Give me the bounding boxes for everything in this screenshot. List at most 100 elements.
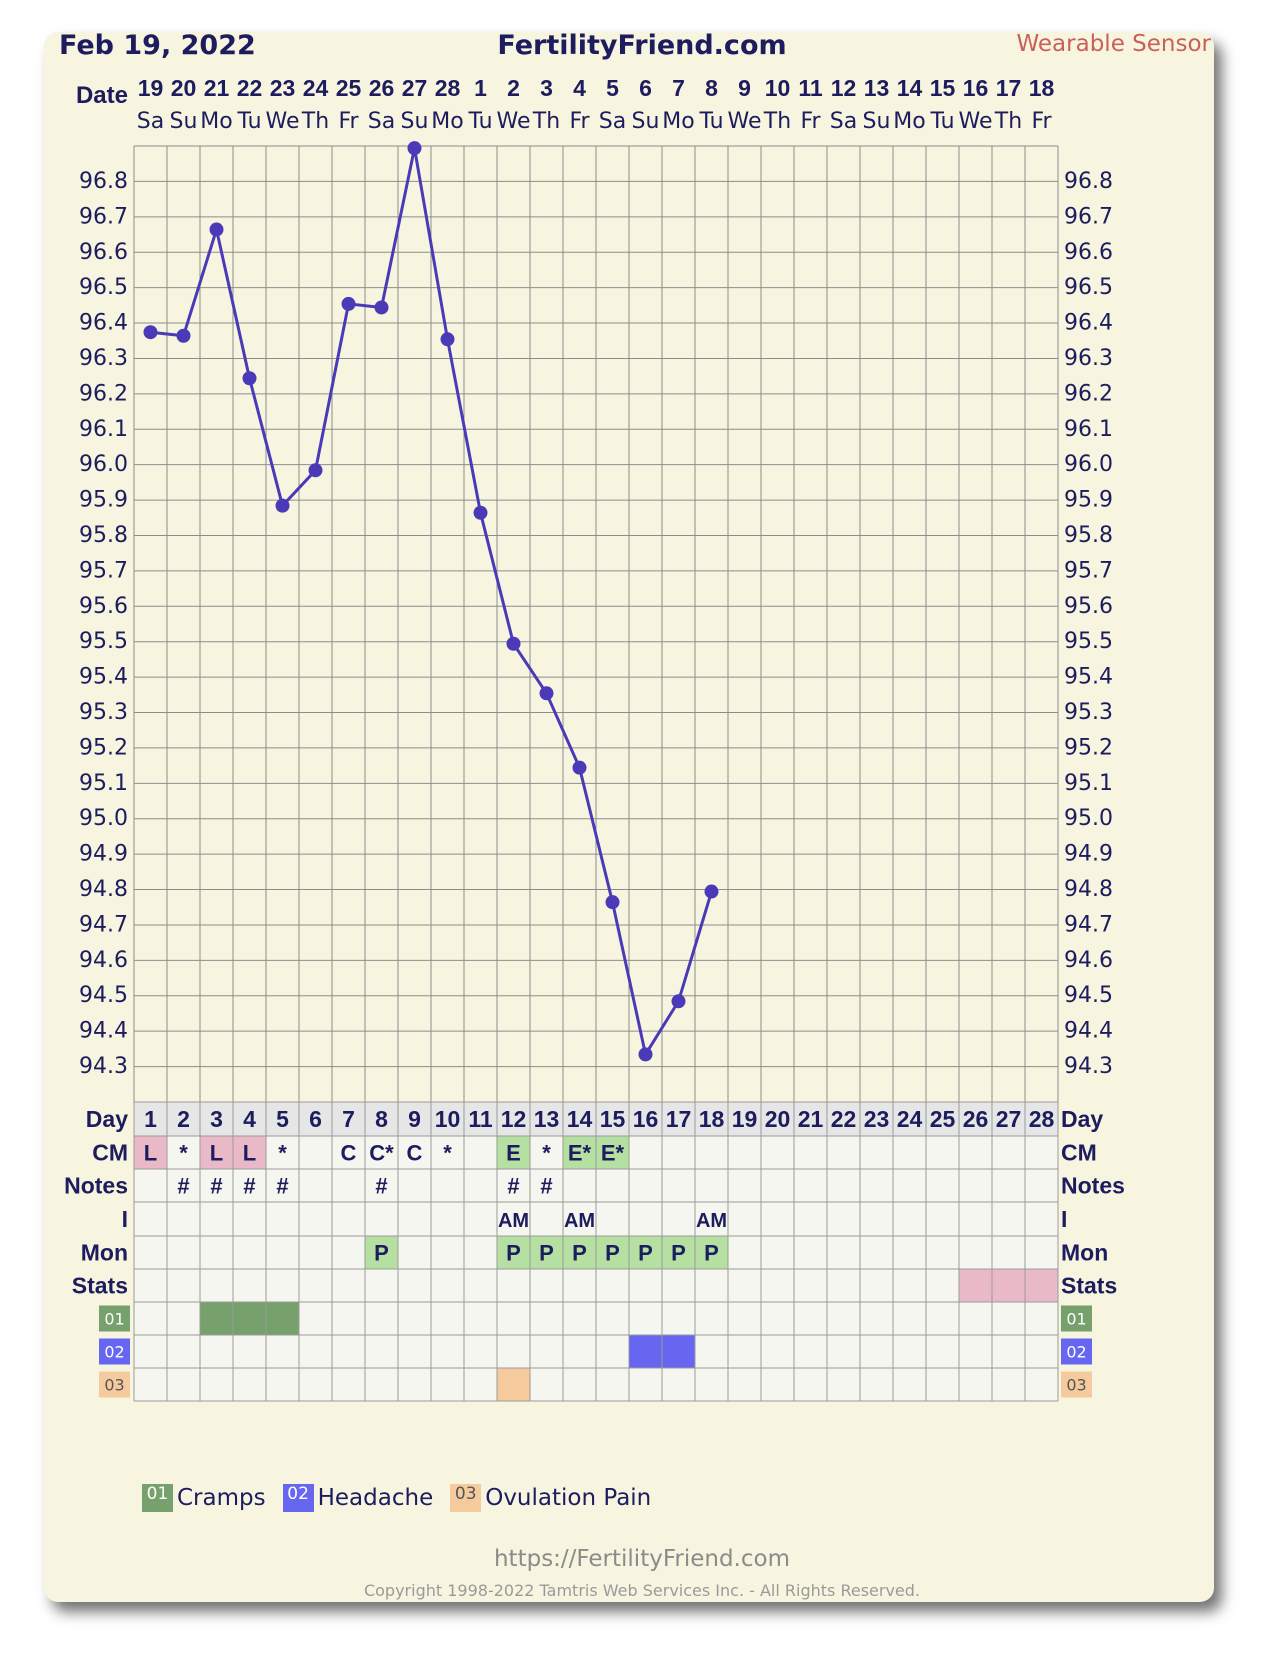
weekday-label: Su <box>863 109 891 134</box>
mon-cell-highlight <box>497 1236 530 1269</box>
symptom-code-right: 01 <box>1066 1310 1086 1329</box>
y-tick-label-right: 95.7 <box>1064 558 1113 583</box>
mon-cell-highlight <box>662 1236 695 1269</box>
y-tick-label-left: 96.0 <box>79 452 128 477</box>
temperature-point <box>374 300 389 315</box>
date-row-label: Date <box>76 82 128 109</box>
notes-marker: # <box>276 1174 288 1199</box>
cycle-day-label: 4 <box>243 1106 256 1132</box>
legend-item-ovulation-pain: 03 Ovulation Pain <box>450 1484 651 1512</box>
y-tick-label-right: 94.9 <box>1064 842 1113 867</box>
row-label-right: I <box>1061 1206 1067 1232</box>
intercourse-value: AM <box>696 1210 727 1232</box>
weekday-label: Mo <box>893 109 925 134</box>
weekday-label: Tu <box>467 109 492 134</box>
y-tick-label-left: 96.8 <box>79 169 128 194</box>
cm-value: L <box>210 1141 223 1166</box>
cycle-day-label: 5 <box>276 1106 289 1132</box>
date-label: 13 <box>864 75 890 101</box>
row-label-right: Day <box>1061 1106 1103 1132</box>
y-tick-label-left: 95.8 <box>79 523 128 548</box>
weekday-label: Tu <box>236 109 261 134</box>
stats-cell-highlight <box>992 1269 1025 1302</box>
y-tick-label-left: 95.1 <box>79 771 128 796</box>
cycle-day-label: 23 <box>864 1106 890 1132</box>
symptom-cell-02 <box>662 1335 695 1368</box>
cycle-day-label: 19 <box>732 1106 758 1132</box>
y-tick-label-right: 95.6 <box>1064 594 1113 619</box>
headache-code-badge: 02 <box>282 1484 314 1512</box>
date-label: 27 <box>402 75 428 101</box>
weekday-label: Tu <box>698 109 723 134</box>
temperature-point <box>176 328 191 343</box>
y-tick-label-left: 96.4 <box>79 311 128 336</box>
row-label-left: Day <box>86 1106 128 1132</box>
date-label: 28 <box>435 75 461 101</box>
weekday-label: Su <box>170 109 198 134</box>
cm-cell-highlight <box>233 1136 266 1169</box>
site-title[interactable]: FertilityFriend.com <box>497 30 787 61</box>
y-tick-label-right: 96.7 <box>1064 204 1113 229</box>
weekday-label: Su <box>401 109 429 134</box>
headache-label: Headache <box>317 1485 434 1511</box>
temperature-point <box>341 296 356 311</box>
date-label: 16 <box>963 75 989 101</box>
weekday-label: We <box>728 109 762 134</box>
y-tick-label-right: 94.6 <box>1064 948 1113 973</box>
date-label: 5 <box>606 75 619 101</box>
cm-cell-highlight <box>200 1136 233 1169</box>
cycle-day-label: 2 <box>177 1106 190 1132</box>
symptom-badge-right <box>1061 1371 1092 1398</box>
mon-cell-highlight <box>695 1236 728 1269</box>
mon-value: P <box>638 1241 653 1266</box>
mon-value: P <box>671 1241 686 1266</box>
weekday-label: Su <box>632 109 660 134</box>
notes-marker: # <box>375 1174 387 1199</box>
cycle-day-label: 21 <box>798 1106 824 1132</box>
cm-value: C <box>341 1141 357 1166</box>
cm-value: * <box>542 1141 551 1166</box>
symptom-code-left: 02 <box>104 1343 124 1362</box>
temperature-point <box>440 332 455 347</box>
footer-url[interactable]: https://FertilityFriend.com <box>493 1546 790 1572</box>
cycle-day-label: 16 <box>633 1106 659 1132</box>
cm-cell-highlight <box>563 1136 596 1169</box>
y-tick-label-right: 96.1 <box>1064 417 1113 442</box>
symptom-cell-01 <box>233 1302 266 1335</box>
cycle-day-label: 17 <box>666 1106 692 1132</box>
symptom-badge-right <box>1061 1338 1092 1365</box>
y-tick-label-right: 94.3 <box>1064 1054 1113 1079</box>
cm-value: C* <box>369 1141 394 1166</box>
date-label: 19 <box>138 75 164 101</box>
symptom-code-left: 01 <box>104 1310 124 1329</box>
weekday-label: Sa <box>830 109 857 134</box>
y-tick-label-right: 95.4 <box>1064 665 1113 690</box>
cycle-day-label: 14 <box>567 1106 593 1132</box>
y-tick-label-left: 95.6 <box>79 594 128 619</box>
y-tick-label-right: 95.0 <box>1064 806 1113 831</box>
y-tick-label-left: 94.3 <box>79 1054 128 1079</box>
cycle-day-label: 13 <box>534 1106 560 1132</box>
y-tick-label-left: 94.9 <box>79 842 128 867</box>
weekday-label: Fr <box>569 109 590 134</box>
weekday-label: Mo <box>662 109 694 134</box>
cycle-day-label: 20 <box>765 1106 791 1132</box>
y-tick-label-left: 96.3 <box>79 346 128 371</box>
row-label-right: Mon <box>1061 1240 1108 1266</box>
stats-cell-highlight <box>959 1269 992 1302</box>
y-tick-label-right: 96.6 <box>1064 240 1113 265</box>
date-label: 10 <box>765 75 791 101</box>
mon-cell-highlight <box>365 1236 398 1269</box>
y-tick-label-right: 94.4 <box>1064 1019 1113 1044</box>
cramps-label: Cramps <box>177 1485 266 1511</box>
date-label: 7 <box>672 75 685 101</box>
y-tick-label-left: 95.4 <box>79 665 128 690</box>
legend-item-cramps: 01 Cramps <box>142 1484 266 1512</box>
cycle-day-label: 1 <box>144 1106 157 1132</box>
cm-cell-highlight <box>134 1136 167 1169</box>
cycle-day-label: 26 <box>963 1106 989 1132</box>
temperature-point <box>539 686 554 701</box>
date-label: 22 <box>237 75 263 101</box>
symptom-cell-03 <box>497 1368 530 1401</box>
